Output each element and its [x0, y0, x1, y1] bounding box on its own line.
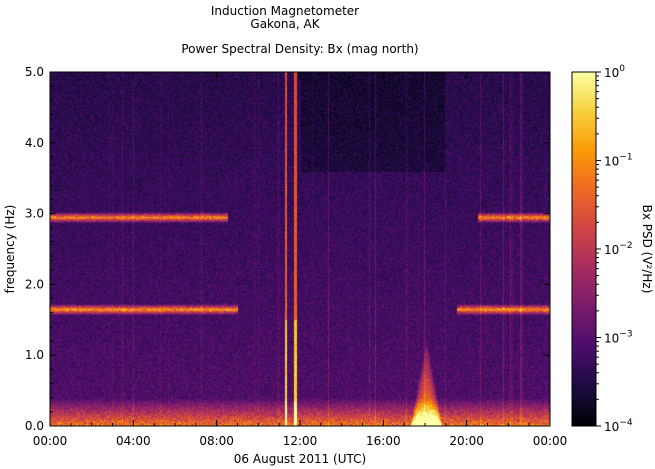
x-axis-label: 06 August 2011 (UTC) — [234, 452, 366, 466]
colorbar — [571, 71, 597, 427]
colorbar-tick-label: 10−1 — [604, 153, 633, 169]
x-tick-label: 12:00 — [283, 434, 318, 448]
y-tick-label: 3.0 — [25, 207, 44, 221]
y-tick-label: 4.0 — [25, 136, 44, 150]
colorbar-tick-label: 10−4 — [604, 418, 633, 434]
x-tick-label: 16:00 — [366, 434, 401, 448]
spectrogram-image — [50, 72, 550, 426]
y-tick-label: 0.0 — [25, 419, 44, 433]
y-tick-label: 5.0 — [25, 65, 44, 79]
x-axis-ticks: 00:00 04:00 08:00 12:00 16:00 20:00 00:00 — [33, 72, 568, 448]
x-tick-label: 20:00 — [449, 434, 484, 448]
x-tick-label: 08:00 — [199, 434, 234, 448]
chart-subtitle: Power Spectral Density: Bx (mag north) — [181, 42, 418, 56]
title-line-1: Induction Magnetometer — [211, 4, 359, 18]
x-tick-label: 00:00 — [533, 434, 568, 448]
colorbar-label: Bx PSD (V²/Hz) — [640, 205, 654, 294]
colorbar-ticks: 100 10−1 10−2 10−3 10−4 — [596, 64, 633, 434]
colorbar-tick-label: 10−3 — [604, 330, 633, 346]
y-tick-label: 2.0 — [25, 277, 44, 291]
title-line-2: Gakona, AK — [250, 17, 320, 31]
x-tick-label: 00:00 — [33, 434, 68, 448]
y-axis-ticks: 0.0 1.0 2.0 3.0 4.0 5.0 — [25, 65, 550, 433]
colorbar-tick-label: 10−2 — [604, 241, 633, 257]
colorbar-tick-label: 100 — [604, 64, 625, 80]
x-tick-label: 04:00 — [116, 434, 151, 448]
y-tick-label: 1.0 — [25, 348, 44, 362]
y-axis-label: frequency (Hz) — [3, 205, 17, 294]
